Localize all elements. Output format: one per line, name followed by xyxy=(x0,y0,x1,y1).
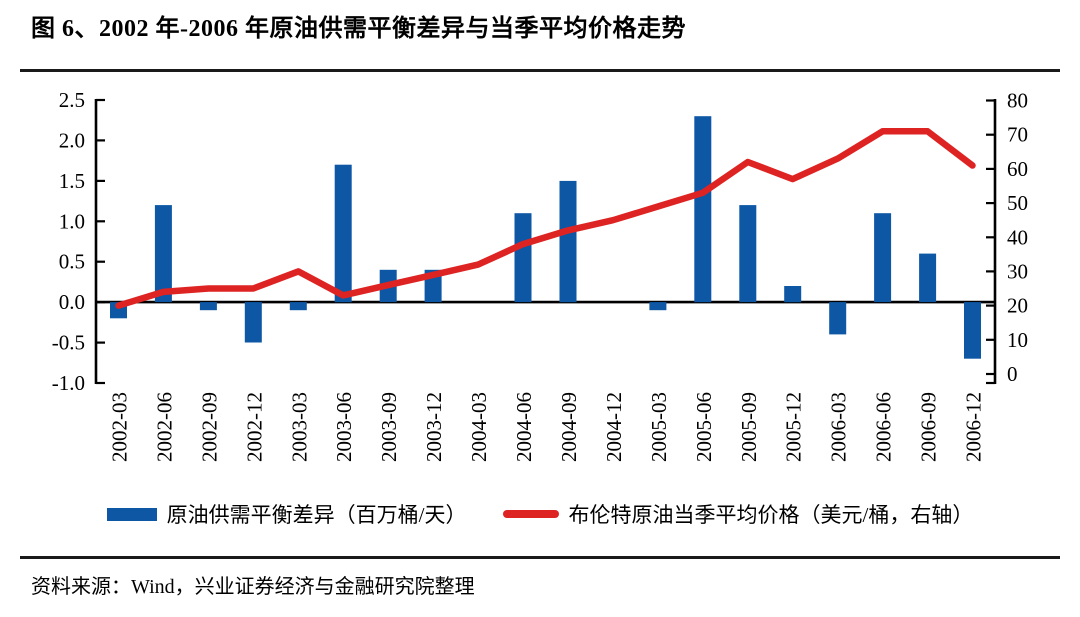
bar xyxy=(244,302,262,343)
x-tick-label: 2003-12 xyxy=(422,392,446,462)
source-note: 资料来源：Wind，兴业证券经济与金融研究院整理 xyxy=(31,576,475,598)
right-tick-label: 40 xyxy=(1007,225,1028,249)
right-tick-label: 50 xyxy=(1007,191,1028,215)
legend-line-label: 布伦特原油当季平均价格（美元/桶，右轴） xyxy=(568,503,974,527)
x-tick-label: 2005-12 xyxy=(782,392,806,462)
right-tick-label: 60 xyxy=(1007,157,1028,181)
left-axis: -1.0 -0.5 0.0 0.5 1.0 1.5 2.0 2.5 xyxy=(52,88,105,395)
bar xyxy=(199,302,217,311)
combo-chart: -1.0 -0.5 0.0 0.5 1.0 1.5 2.0 2.5 0 10 20 30 40 50 60 7… xyxy=(52,88,1028,462)
x-tick-label: 2004-03 xyxy=(467,392,491,462)
x-tick-label: 2005-03 xyxy=(647,392,671,462)
right-tick-label: 30 xyxy=(1007,259,1028,283)
right-tick-label: 70 xyxy=(1007,123,1028,147)
x-tick-label: 2006-06 xyxy=(872,392,896,462)
left-tick-label: 2.0 xyxy=(59,128,85,152)
bar xyxy=(694,116,712,303)
legend-bar-swatch-icon xyxy=(106,507,157,521)
bar-series xyxy=(110,116,981,359)
price-line xyxy=(115,128,976,309)
x-tick-label: 2004-06 xyxy=(512,392,536,462)
x-tick-label: 2003-06 xyxy=(332,392,356,462)
right-axis: 0 10 20 30 40 50 60 70 80 xyxy=(986,89,1028,386)
x-tick-label: 2006-09 xyxy=(917,392,941,462)
x-tick-label: 2002-12 xyxy=(242,392,266,462)
right-tick-label: 0 xyxy=(1007,362,1018,386)
bar xyxy=(784,286,802,303)
bar xyxy=(964,302,981,359)
bar xyxy=(874,213,892,303)
left-tick-label: -0.5 xyxy=(52,331,85,355)
divider-top xyxy=(20,69,1060,72)
chart-legend: 原油供需平衡差异（百万桶/天） 布伦特原油当季平均价格（美元/桶，右轴） xyxy=(0,499,1080,529)
bar xyxy=(739,205,757,303)
left-tick-label: 0.5 xyxy=(59,250,85,274)
x-tick-label: 2002-03 xyxy=(108,392,132,462)
x-tick-label: 2002-09 xyxy=(197,392,221,462)
x-tick-label: 2006-12 xyxy=(962,392,986,462)
bar xyxy=(289,302,307,311)
right-tick-label: 20 xyxy=(1007,294,1028,318)
x-axis-labels: 2002-03 2002-06 2002-09 2002-12 2003-03 2003-… xyxy=(108,392,986,462)
bar xyxy=(514,213,532,303)
x-tick-label: 2004-12 xyxy=(602,392,626,462)
x-tick-label: 2003-09 xyxy=(377,392,401,462)
left-tick-label: 1.5 xyxy=(59,169,85,193)
left-tick-label: 1.0 xyxy=(59,209,85,233)
bar xyxy=(334,164,352,303)
x-tick-label: 2005-09 xyxy=(737,392,761,462)
bar xyxy=(829,302,847,335)
right-tick-label: 80 xyxy=(1007,89,1028,113)
bar xyxy=(649,302,667,311)
bar xyxy=(559,180,577,303)
right-tick-label: 10 xyxy=(1007,328,1028,352)
x-tick-label: 2004-09 xyxy=(557,392,581,462)
figure-title: 图 6、2002 年-2006 年原油供需平衡差异与当季平均价格走势 xyxy=(31,16,686,42)
legend-line-swatch-icon xyxy=(502,510,559,518)
left-tick-label: 0.0 xyxy=(59,290,85,314)
x-tick-label: 2005-06 xyxy=(692,392,716,462)
x-tick-label: 2006-03 xyxy=(827,392,851,462)
x-tick-label: 2003-03 xyxy=(287,392,311,462)
left-tick-label: 2.5 xyxy=(59,88,85,112)
left-tick-label: -1.0 xyxy=(52,371,85,395)
x-tick-label: 2002-06 xyxy=(152,392,176,462)
divider-bottom xyxy=(20,556,1060,559)
bar xyxy=(154,205,172,303)
legend-bar-label: 原油供需平衡差异（百万桶/天） xyxy=(166,503,467,527)
bar xyxy=(919,253,937,303)
